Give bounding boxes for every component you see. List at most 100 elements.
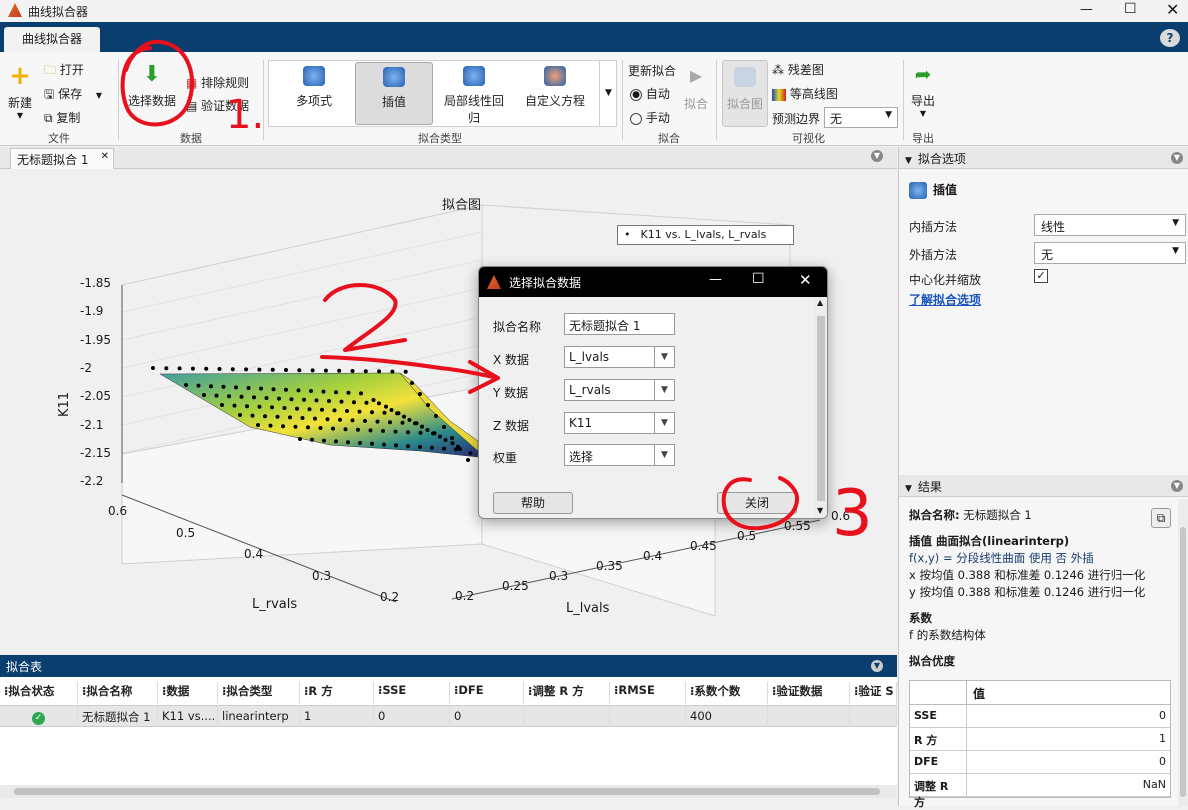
vertical-scrollbar[interactable] xyxy=(1178,499,1188,806)
column-header[interactable]: ⁝拟合名称 xyxy=(78,682,158,704)
validation-data-button[interactable]: ▤ 验证数据 xyxy=(186,99,250,113)
fit-name-input[interactable]: 无标题拟合 1 xyxy=(564,313,675,335)
x-data-label: X 数据 xyxy=(493,353,530,367)
maximize-icon[interactable]: ☐ xyxy=(752,271,765,287)
fit-button[interactable]: ▶ 拟合 xyxy=(683,66,708,111)
horizontal-scrollbar[interactable] xyxy=(0,785,897,798)
collapse-icon[interactable]: ▼ xyxy=(905,484,912,494)
download-arrow-icon: ⬇ xyxy=(142,62,162,87)
select-data-button[interactable]: ⬇ 选择数据 xyxy=(127,62,176,108)
column-header[interactable]: ⁝SSE xyxy=(374,682,450,704)
center-scale-checkbox[interactable]: ✓ xyxy=(1034,269,1048,283)
scroll-down-icon[interactable]: ▼ xyxy=(817,506,824,515)
matlab-logo-icon xyxy=(487,275,501,289)
column-header[interactable]: ⁝系数个数 xyxy=(686,682,768,704)
fit-name-label: 拟合名称 xyxy=(493,320,542,334)
column-header[interactable]: ⁝验证 S xyxy=(850,682,897,704)
column-header[interactable]: ⁝RMSE xyxy=(610,682,686,704)
close-icon[interactable]: ✕ xyxy=(1166,0,1180,19)
panel-menu-icon[interactable]: ▼ xyxy=(871,150,883,162)
data-point xyxy=(388,420,392,425)
tab-untitled-fit[interactable]: 无标题拟合 1 ✕ xyxy=(10,148,114,169)
column-header[interactable]: ⁝调整 R 方 xyxy=(524,682,610,704)
column-header[interactable]: ⁝数据 xyxy=(158,682,218,704)
data-point xyxy=(418,445,422,449)
lowess-button[interactable]: 局部线性回 归 xyxy=(439,66,509,126)
column-header[interactable]: ⁝DFE xyxy=(450,682,524,704)
data-point xyxy=(450,441,455,446)
data-point xyxy=(268,423,273,428)
scrollbar-thumb[interactable] xyxy=(817,316,825,501)
help-icon[interactable]: ? xyxy=(1160,29,1180,47)
copy-button[interactable]: ⧉ 复制 xyxy=(44,111,81,125)
column-header[interactable]: ⁝验证数据 xyxy=(768,682,850,704)
collapse-icon[interactable]: ▼ xyxy=(905,156,912,166)
data-point xyxy=(309,389,313,393)
export-button[interactable]: ➦ 导出 ▼ xyxy=(908,62,938,118)
new-button[interactable]: + 新建 ▼ xyxy=(7,61,32,120)
copy-results-icon[interactable]: ⧉ xyxy=(1151,508,1171,528)
data-point xyxy=(343,427,348,432)
fit-plot-button[interactable]: 拟合图 xyxy=(722,60,768,127)
data-point xyxy=(358,441,362,445)
gof-row: DFE 0 xyxy=(910,751,1170,774)
data-point xyxy=(264,396,269,400)
data-point xyxy=(314,398,319,403)
interpolant-button[interactable]: 插值 xyxy=(355,62,433,125)
data-point xyxy=(442,425,446,429)
custom-equation-button[interactable]: 自定义方程 xyxy=(517,66,593,109)
dialog-title: 选择拟合数据 xyxy=(509,276,582,290)
residuals-plot-button[interactable]: ⁂ 残差图 xyxy=(772,63,824,77)
column-header[interactable]: ⁝R 方 xyxy=(300,682,374,704)
weights-select[interactable]: 选择 ▼ xyxy=(564,444,675,466)
minimize-icon[interactable]: — xyxy=(1080,2,1093,17)
x-data-select[interactable]: L_lvals ▼ xyxy=(564,346,675,368)
polynomial-button[interactable]: 多项式 xyxy=(277,66,351,109)
close-tab-icon[interactable]: ✕ xyxy=(100,151,109,162)
tick-label: -1.9 xyxy=(80,304,104,319)
data-point xyxy=(418,430,423,435)
data-point xyxy=(164,366,169,371)
column-header[interactable]: ⁝拟合状态 xyxy=(0,682,78,704)
auto-radio[interactable]: ● 自动 xyxy=(630,85,670,102)
tick-label: 0.2 xyxy=(455,589,475,603)
scrollbar-thumb[interactable] xyxy=(1180,527,1186,797)
learn-fit-options-link[interactable]: 了解拟合选项 xyxy=(909,293,982,307)
gof-value: 0 xyxy=(966,751,1172,774)
save-button[interactable]: 🖫 保存 ▼ xyxy=(44,87,103,101)
scroll-up-icon[interactable]: ▲ xyxy=(817,298,824,307)
tab-curve-fitter[interactable]: 曲线拟合器 xyxy=(4,27,100,52)
interp-method-select[interactable]: 线性 ▼ xyxy=(1034,214,1186,236)
exclusion-rules-button[interactable]: ▦ 排除规则 xyxy=(186,76,250,90)
close-icon[interactable]: ✕ xyxy=(799,271,812,289)
data-point xyxy=(245,404,249,409)
panel-menu-icon[interactable]: ▼ xyxy=(1171,152,1183,164)
gallery-expand-icon[interactable]: ▼ xyxy=(599,61,617,126)
z-data-select[interactable]: K11 ▼ xyxy=(564,412,675,434)
chevron-down-icon: ▼ xyxy=(919,109,927,118)
data-point xyxy=(406,430,410,435)
help-button[interactable]: 帮助 xyxy=(493,492,573,514)
data-point xyxy=(466,458,470,462)
manual-radio[interactable]: 手动 xyxy=(630,109,670,126)
contour-plot-button[interactable]: 等高线图 xyxy=(772,85,838,102)
close-button[interactable]: 关闭 xyxy=(717,492,797,514)
y-data-select[interactable]: L_rvals ▼ xyxy=(564,379,675,401)
dialog-scrollbar[interactable]: ▲ ▼ xyxy=(814,298,827,518)
scrollbar-thumb[interactable] xyxy=(14,788,880,795)
data-point xyxy=(297,368,302,373)
data-point xyxy=(375,419,380,424)
data-point xyxy=(454,447,458,452)
prediction-bounds-select[interactable]: 无 ▼ xyxy=(824,107,898,128)
table-row[interactable] xyxy=(0,705,897,727)
panel-menu-icon[interactable]: ▼ xyxy=(871,660,883,672)
extrap-method-select[interactable]: 无 ▼ xyxy=(1034,242,1186,264)
results-name-value: 无标题拟合 1 xyxy=(963,508,1032,522)
maximize-icon[interactable]: ☐ xyxy=(1124,1,1137,17)
open-button[interactable]: 🗀 打开 xyxy=(44,63,84,77)
minimize-icon[interactable]: — xyxy=(709,272,722,287)
data-point xyxy=(406,444,410,449)
data-point xyxy=(327,399,331,403)
panel-menu-icon[interactable]: ▼ xyxy=(1171,480,1183,492)
column-header[interactable]: ⁝拟合类型 xyxy=(218,682,300,704)
